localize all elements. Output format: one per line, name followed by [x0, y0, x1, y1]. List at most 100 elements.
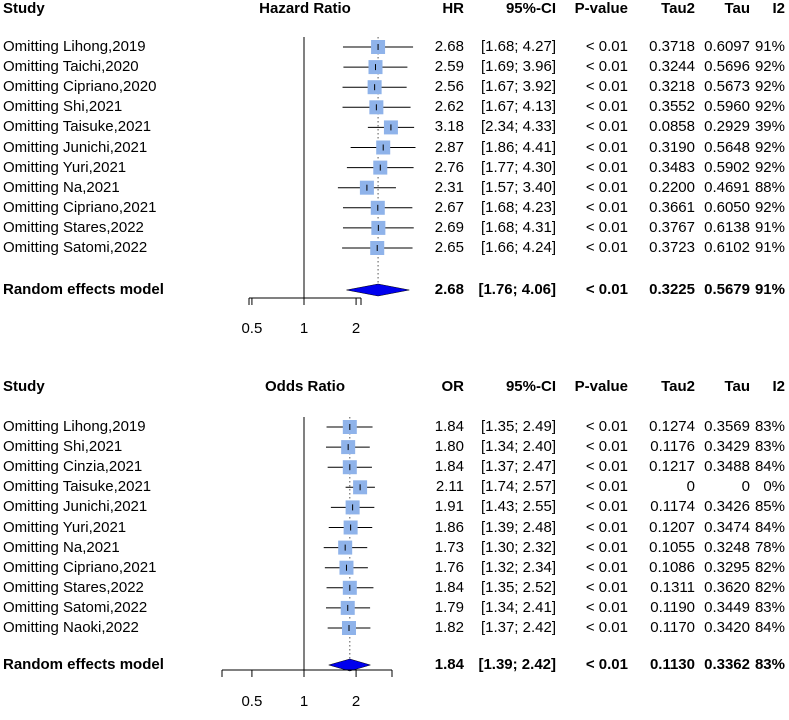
study-label: Omitting Naoki,2022: [3, 619, 139, 636]
estimate-value: 2.69: [434, 218, 464, 236]
study-label: Omitting Cipriano,2021: [3, 198, 157, 216]
ci-value: [1.39; 2.48]: [480, 518, 556, 536]
estimate-header: HR: [442, 0, 464, 17]
p-value: < 0.01: [585, 518, 628, 536]
ci-value: [1.67; 3.92]: [480, 78, 556, 96]
tau-value: 0.3248: [704, 538, 750, 556]
study-label: Omitting Na,2021: [3, 178, 120, 196]
ci-header: 95%-CI: [505, 0, 556, 17]
summary-ci-value: [1.76; 4.06]: [478, 281, 556, 298]
axis-tick-label: 2: [351, 693, 361, 710]
estimate-value: 2.11: [435, 478, 464, 496]
p-value: < 0.01: [585, 438, 628, 456]
study-label: Omitting Cinzia,2021: [3, 458, 143, 476]
i2-value: 78%: [754, 538, 785, 556]
p-value: < 0.01: [585, 598, 628, 616]
tau-value: 0.3474: [704, 518, 750, 536]
ci-value: [1.69; 3.96]: [480, 58, 556, 76]
axis-tick-label: 0.5: [241, 693, 263, 710]
study-label: Omitting Taichi,2020: [3, 58, 139, 76]
ci-value: [1.37; 2.47]: [480, 458, 556, 476]
p-value: < 0.01: [585, 58, 628, 76]
i2-value: 84%: [754, 518, 785, 536]
estimate-value: 2.76: [434, 158, 464, 176]
ci-header: 95%-CI: [505, 378, 556, 395]
p-value: < 0.01: [585, 578, 628, 596]
tau-value: 0.5648: [704, 138, 750, 156]
study-label: Omitting Cipriano,2021: [3, 558, 157, 576]
p-value: < 0.01: [585, 619, 628, 636]
i2-value: 84%: [754, 619, 785, 636]
i2-value: 91%: [754, 239, 785, 256]
tau-value: 0.3620: [704, 578, 750, 596]
tau-value: 0.6138: [704, 218, 750, 236]
i2-value: 91%: [754, 38, 785, 55]
study-label: Omitting Na,2021: [3, 538, 120, 556]
p-value: < 0.01: [585, 78, 628, 96]
i2-value: 39%: [754, 118, 785, 136]
summary-diamond: [346, 283, 410, 297]
i2-value: 85%: [754, 498, 785, 516]
study-label: Omitting Junichi,2021: [3, 138, 148, 156]
summary-p-value: < 0.01: [585, 281, 628, 298]
estimate-value: 1.84: [434, 458, 464, 476]
ci-value: [1.34; 2.40]: [480, 438, 556, 456]
tau-value: 0.5696: [704, 58, 750, 76]
ci-value: [1.68; 4.31]: [480, 218, 556, 236]
tau-value: 0.3569: [704, 418, 750, 435]
tau2-value: 0.3661: [649, 198, 695, 216]
i2-value: 83%: [754, 438, 785, 456]
i2-value: 84%: [754, 458, 785, 476]
i2-value: 92%: [754, 198, 785, 216]
tau2-value: 0.1055: [649, 538, 695, 556]
tau2-value: 0.1217: [649, 458, 695, 476]
tau-value: 0.3449: [704, 598, 750, 616]
summary-label: Random effects model: [3, 281, 164, 298]
estimate-value: 1.82: [434, 619, 464, 636]
p-value: < 0.01: [585, 538, 628, 556]
i2-value: 91%: [754, 218, 785, 236]
tau-value: 0.3488: [704, 458, 750, 476]
estimate-value: 2.87: [434, 138, 464, 156]
axis-tick-label: 1: [299, 693, 309, 710]
p-value: < 0.01: [585, 218, 628, 236]
study-label: Omitting Shi,2021: [3, 438, 123, 456]
study-label: Omitting Shi,2021: [3, 98, 123, 116]
p-header: P-value: [574, 378, 628, 395]
p-value: < 0.01: [585, 239, 628, 256]
ci-value: [1.74; 2.57]: [480, 478, 556, 496]
tau2-value: 0.1086: [649, 558, 695, 576]
tau-value: 0.5960: [704, 98, 750, 116]
study-label: Omitting Satomi,2022: [3, 598, 148, 616]
estimate-value: 2.59: [434, 58, 464, 76]
p-value: < 0.01: [585, 118, 628, 136]
tau-value: 0.6050: [704, 198, 750, 216]
estimate-value: 1.73: [434, 538, 464, 556]
tau-header: Tau: [724, 378, 750, 395]
tau-value: 0.6102: [704, 239, 750, 256]
ci-value: [1.86; 4.41]: [480, 138, 556, 156]
study-label: Omitting Cipriano,2020: [3, 78, 157, 96]
estimate-value: 3.18: [434, 118, 464, 136]
i2-value: 92%: [754, 158, 785, 176]
study-label: Omitting Yuri,2021: [3, 158, 127, 176]
study-label: Omitting Yuri,2021: [3, 518, 127, 536]
estimate-value: 2.67: [434, 198, 464, 216]
study-header: Study: [3, 0, 45, 17]
tau2-value: 0.3718: [649, 38, 695, 55]
ci-value: [1.34; 2.41]: [480, 598, 556, 616]
estimate-value: 2.56: [434, 78, 464, 96]
estimate-value: 2.62: [434, 98, 464, 116]
study-label: Omitting Taisuke,2021: [3, 118, 152, 136]
estimate-value: 1.79: [434, 598, 464, 616]
i2-value: 82%: [754, 558, 785, 576]
tau2-value: 0.1174: [650, 498, 695, 516]
p-header: P-value: [574, 0, 628, 17]
tau2-value: 0.3244: [649, 58, 695, 76]
tau2-header: Tau2: [661, 0, 695, 17]
tau2-value: 0: [686, 478, 695, 496]
study-label: Omitting Stares,2022: [3, 218, 144, 236]
i2-value: 92%: [754, 58, 785, 76]
p-value: < 0.01: [585, 478, 628, 496]
study-label: Omitting Stares,2022: [3, 578, 144, 596]
